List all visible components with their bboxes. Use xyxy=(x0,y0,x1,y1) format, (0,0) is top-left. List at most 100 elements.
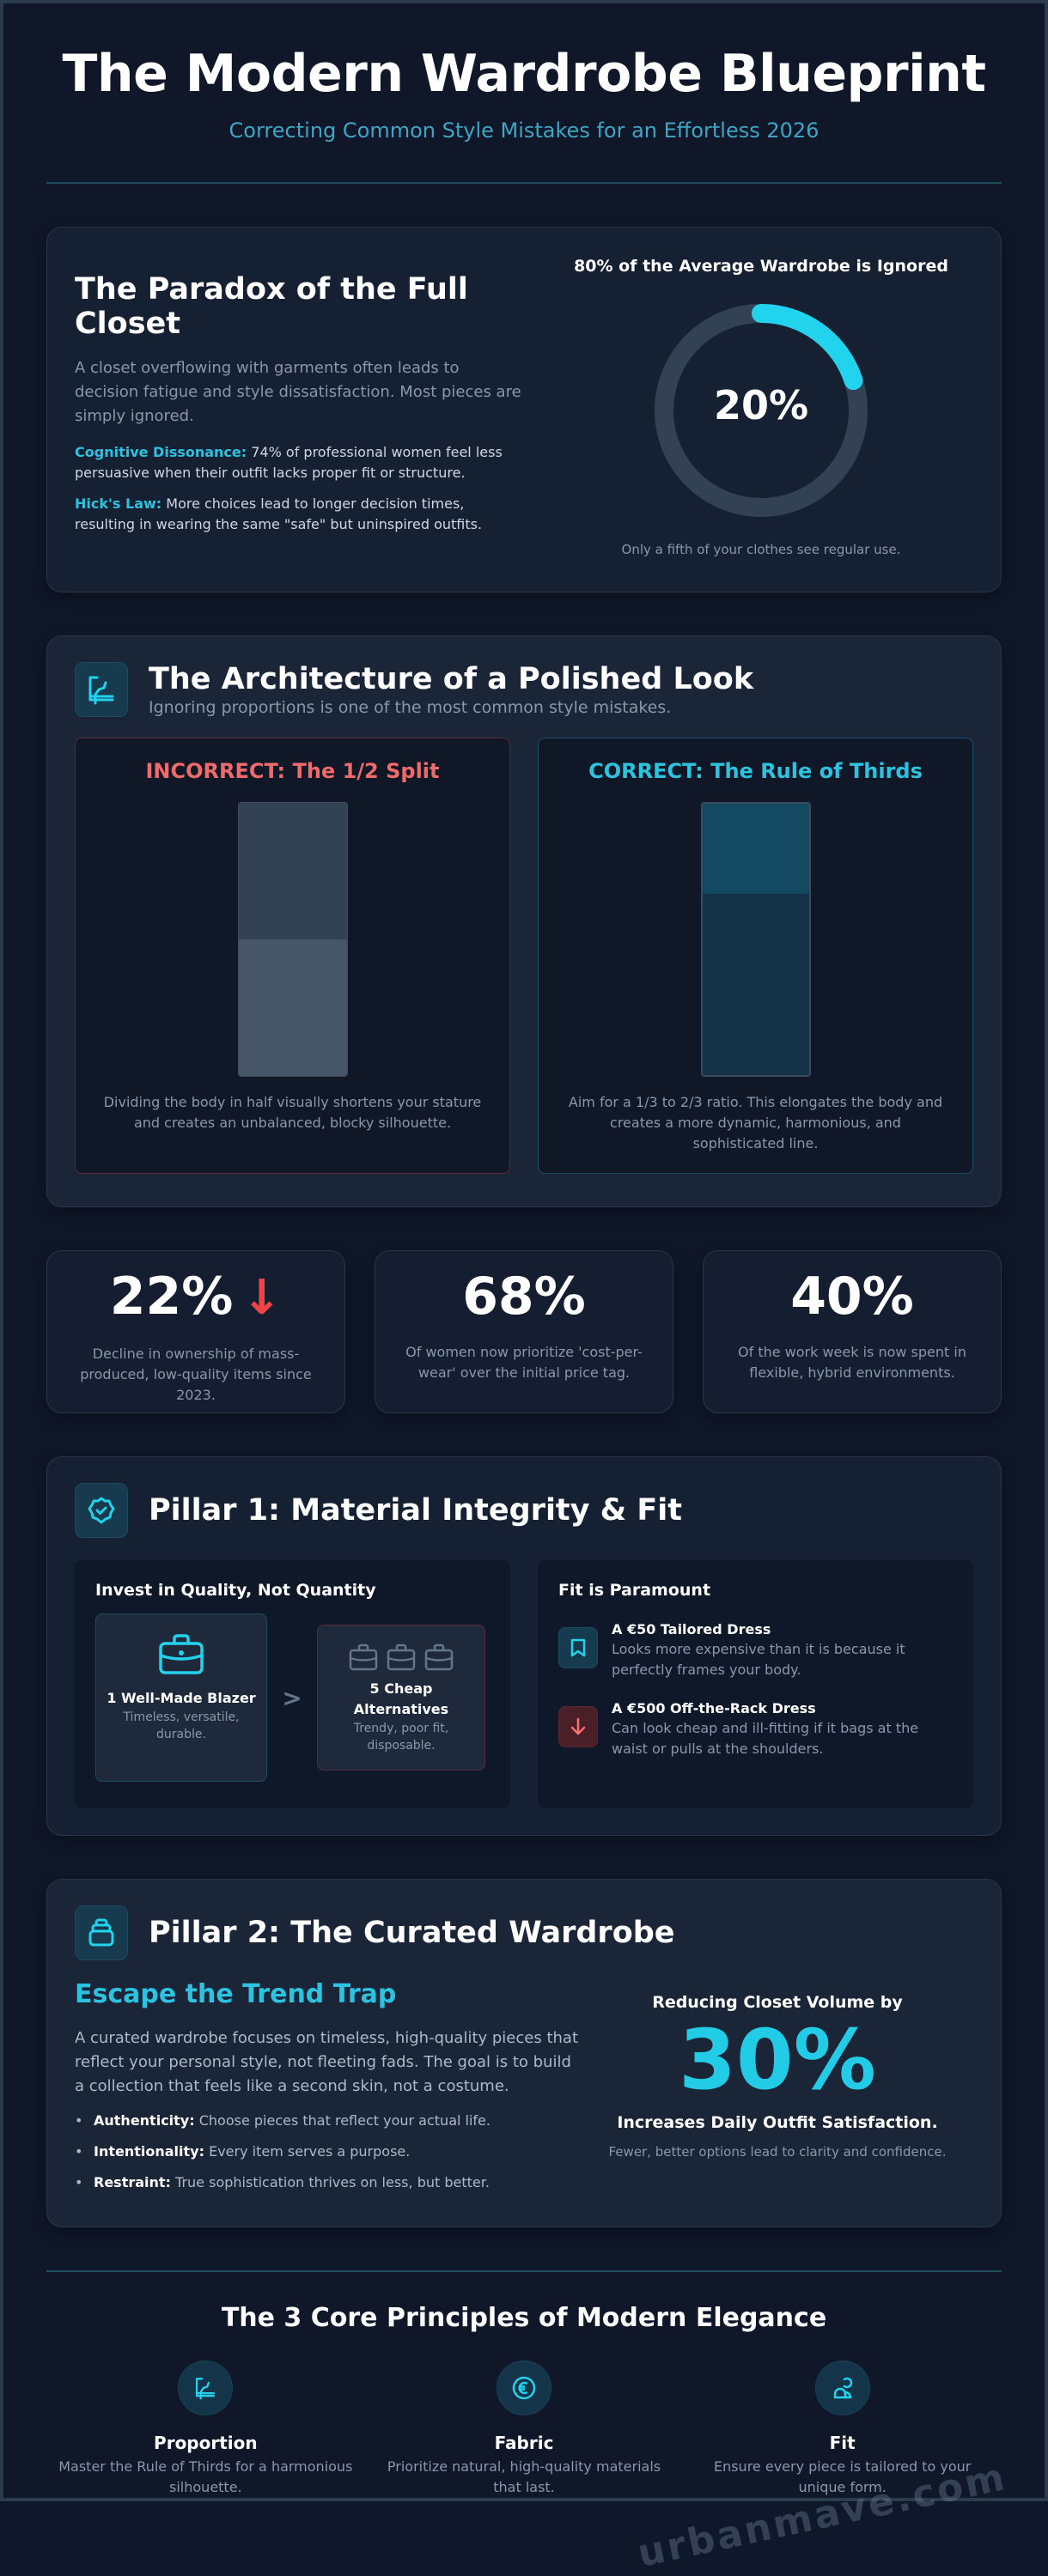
briefcase-icon xyxy=(387,1643,416,1671)
chart-caption: Only a fifth of your clothes see regular… xyxy=(621,542,901,557)
card-title: 1 Well-Made Blazer xyxy=(107,1690,256,1706)
fit-item: A €50 Tailored Dress Looks more expensiv… xyxy=(558,1620,953,1680)
correct-thirds-panel: CORRECT: The Rule of Thirds Aim for a 1/… xyxy=(538,738,973,1174)
page-title: The Modern Wardrobe Blueprint xyxy=(62,44,986,104)
note-hicks-law: Hick's Law: More choices lead to longer … xyxy=(75,494,521,535)
closet-volume-stat: Reducing Closet Volume by 30% Increases … xyxy=(582,1960,973,2193)
ruler-pen-icon xyxy=(75,662,128,717)
principle-bullets: Authenticity: Choose pieces that reflect… xyxy=(75,2111,582,2193)
figure-bottom-two-thirds xyxy=(702,894,809,1075)
paradox-title: The Paradox of the Full Closet xyxy=(75,272,468,341)
quality-panel: Invest in Quality, Not Quantity 1 Well-M… xyxy=(75,1560,510,1807)
stat-value: 68% xyxy=(462,1267,586,1327)
wardrobe-usage-chart: 80% of the Average Wardrobe is Ignored 2… xyxy=(521,228,1001,592)
section-header: The Architecture of a Polished Look Igno… xyxy=(75,662,973,717)
donut-ring xyxy=(655,304,868,517)
arrow-down-icon: ↓ xyxy=(241,1270,283,1326)
card-desc: Timeless, versatile, durable. xyxy=(123,1710,240,1741)
donut-chart: 20% xyxy=(654,303,868,518)
paradox-text: The Paradox of the Full Closet A closet … xyxy=(75,228,521,592)
architecture-section: The Architecture of a Polished Look Igno… xyxy=(46,635,1002,1207)
panel-text: Aim for a 1/3 to 2/3 ratio. This elongat… xyxy=(568,1094,943,1151)
stat-text: Decline in ownership of mass-produced, l… xyxy=(80,1346,312,1403)
note-text: More choices lead to longer decision tim… xyxy=(75,495,483,532)
half-split-figure xyxy=(237,802,348,1077)
cheap-alternatives-card: 5 Cheap Alternatives Trendy, poor fit, d… xyxy=(317,1625,485,1771)
euro-coin-icon xyxy=(497,2360,551,2415)
card-desc: Trendy, poor fit, disposable. xyxy=(353,1722,449,1753)
pillar-1-section: Pillar 1: Material Integrity & Fit Inves… xyxy=(46,1456,1002,1836)
pillar-2-section: Pillar 2: The Curated Wardrobe Escape th… xyxy=(46,1879,1002,2227)
stat-big-value: 30% xyxy=(679,2012,876,2108)
principles-title: The 3 Core Principles of Modern Elegance xyxy=(221,2303,827,2333)
panel-title: CORRECT: The Rule of Thirds xyxy=(588,759,923,783)
page: The Modern Wardrobe Blueprint Correcting… xyxy=(46,3,1002,2498)
section-subtitle: Ignoring proportions is one of the most … xyxy=(149,698,672,717)
fit-panel: Fit is Paramount A €50 Tailored Dress Lo… xyxy=(538,1560,973,1807)
section-header: Pillar 1: Material Integrity & Fit xyxy=(75,1483,973,1538)
stat-note: Fewer, better options lead to clarity an… xyxy=(608,2144,947,2160)
panel-title: INCORRECT: The 1/2 Split xyxy=(145,759,440,783)
principle-proportion: Proportion Master the Rule of Thirds for… xyxy=(46,2360,365,2498)
panel-heading: Invest in Quality, Not Quantity xyxy=(95,1581,376,1600)
donut-value: 20% xyxy=(713,382,809,428)
stat-kicker: Reducing Closet Volume by xyxy=(652,1993,903,2012)
blazer-card: 1 Well-Made Blazer Timeless, versatile, … xyxy=(95,1613,267,1782)
fit-item-title: A €500 Off-the-Rack Dress xyxy=(612,1700,816,1716)
stat-card: 40% Of the work week is now spent in fle… xyxy=(703,1250,1002,1413)
stat-result: Increases Daily Outfit Satisfaction. xyxy=(617,2113,938,2132)
stat-value: 40% xyxy=(790,1267,914,1327)
header-divider xyxy=(46,182,1002,184)
bullet-item: Authenticity: Choose pieces that reflect… xyxy=(75,2111,582,2131)
stat-card: 22% ↓ Decline in ownership of mass-produc… xyxy=(46,1250,345,1413)
figure-top-half xyxy=(238,803,347,939)
principle-text: Prioritize natural, high-quality materia… xyxy=(387,2458,661,2495)
bullet-item: Restraint: True sophistication thrives o… xyxy=(75,2172,582,2193)
principle-text: Master the Rule of Thirds for a harmonio… xyxy=(58,2458,353,2495)
stat-text: Of the work week is now spent in flexibl… xyxy=(738,1344,966,1381)
principle-fabric: Fabric Prioritize natural, high-quality … xyxy=(365,2360,684,2498)
briefcase-icon xyxy=(159,1634,204,1674)
badge-check-icon xyxy=(75,1483,128,1538)
note-label: Hick's Law: xyxy=(75,495,162,512)
note-cognitive-dissonance: Cognitive Dissonance: 74% of professiona… xyxy=(75,442,521,483)
paradox-lead: A closet overflowing with garments often… xyxy=(75,359,521,425)
incorrect-split-panel: INCORRECT: The 1/2 Split Dividing the bo… xyxy=(75,738,510,1174)
stats-row: 22% ↓ Decline in ownership of mass-produc… xyxy=(46,1250,1002,1413)
briefcase-icons xyxy=(326,1641,476,1672)
principle-text: Ensure every piece is tailored to your u… xyxy=(713,2458,972,2495)
stat-card: 68% Of women now prioritize 'cost-per-we… xyxy=(375,1250,673,1413)
figure-top-third xyxy=(702,804,809,895)
stat-text: Of women now prioritize 'cost-per-wear' … xyxy=(405,1344,643,1381)
section-title: Pillar 1: Material Integrity & Fit xyxy=(149,1493,683,1528)
page-subtitle: Correcting Common Style Mistakes for an … xyxy=(228,118,820,143)
principle-title: Fit xyxy=(829,2433,856,2453)
arrow-down-icon xyxy=(558,1706,598,1747)
paradox-card: The Paradox of the Full Closet A closet … xyxy=(46,227,1002,592)
card-title: 5 Cheap Alternatives xyxy=(353,1680,449,1717)
chart-title: 80% of the Average Wardrobe is Ignored xyxy=(574,257,948,276)
tailor-user-icon xyxy=(814,2360,870,2415)
pillar-lead: A curated wardrobe focuses on timeless, … xyxy=(75,2029,579,2095)
note-text: 74% of professional women feel less pers… xyxy=(75,444,503,481)
principle-title: Proportion xyxy=(154,2433,258,2453)
section-header: Pillar 2: The Curated Wardrobe xyxy=(75,1905,973,1960)
panel-text: Dividing the body in half visually short… xyxy=(103,1094,482,1131)
ruler-pen-icon xyxy=(178,2360,234,2415)
briefcase-icon xyxy=(424,1643,454,1671)
panel-heading: Fit is Paramount xyxy=(558,1581,711,1600)
bullet-item: Intentionality: Every item serves a purp… xyxy=(75,2142,582,2162)
principle-fit: Fit Ensure every piece is tailored to yo… xyxy=(683,2360,1002,2498)
bookmark-icon xyxy=(558,1627,598,1668)
stat-value: 22% xyxy=(109,1267,234,1327)
subsection-title: Escape the Trend Trap xyxy=(75,1979,397,2009)
section-divider xyxy=(46,2270,1002,2272)
fit-item-desc: Can look cheap and ill-fitting if it bag… xyxy=(612,1720,919,1757)
briefcase-icon xyxy=(349,1643,378,1671)
figure-bottom-half xyxy=(238,939,347,1076)
fit-item-title: A €50 Tailored Dress xyxy=(612,1621,771,1637)
core-principles: The 3 Core Principles of Modern Elegance… xyxy=(46,2303,1002,2498)
greater-than-icon: > xyxy=(282,1683,302,1712)
trend-trap-text: Escape the Trend Trap A curated wardrobe… xyxy=(75,1960,582,2193)
principle-title: Fabric xyxy=(494,2433,554,2453)
